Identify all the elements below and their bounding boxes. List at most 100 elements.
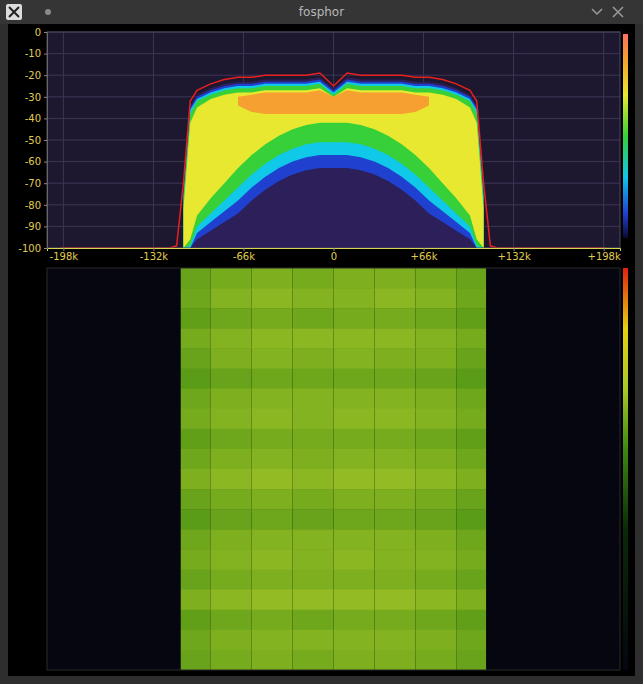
grid-line-x bbox=[63, 32, 64, 248]
waterfall-cell bbox=[486, 570, 620, 591]
waterfall-cell bbox=[293, 650, 334, 670]
waterfall-frame bbox=[47, 268, 620, 670]
app-icon-x bbox=[9, 7, 19, 17]
waterfall-cell bbox=[211, 328, 252, 349]
x-tick: +198k bbox=[587, 248, 620, 262]
waterfall-cell bbox=[415, 348, 456, 369]
waterfall-cell bbox=[456, 610, 486, 631]
x-tick: +132k bbox=[497, 248, 530, 262]
x-tick: -66k bbox=[233, 248, 255, 262]
waterfall-cell bbox=[334, 369, 375, 390]
waterfall-cell bbox=[334, 610, 375, 631]
waterfall-cell bbox=[47, 389, 181, 410]
waterfall-cell bbox=[293, 590, 334, 611]
waterfall-cell bbox=[252, 570, 293, 591]
waterfall-cell bbox=[334, 469, 375, 490]
y-tick: -50 bbox=[25, 135, 47, 146]
waterfall-cell bbox=[486, 449, 620, 470]
waterfall-cell bbox=[334, 348, 375, 369]
y-tick-label: -50 bbox=[25, 135, 41, 146]
waterfall-cell bbox=[415, 389, 456, 410]
window-title: fosphor bbox=[299, 5, 344, 19]
waterfall-cell bbox=[415, 409, 456, 430]
waterfall-cell bbox=[374, 630, 415, 651]
y-tick-mark bbox=[44, 226, 47, 227]
x-tick: 0 bbox=[331, 248, 337, 262]
minimize-button[interactable] bbox=[592, 9, 602, 14]
waterfall-cell bbox=[456, 570, 486, 591]
waterfall bbox=[47, 268, 620, 670]
density-colorbar bbox=[623, 34, 628, 238]
y-tick-label: -80 bbox=[25, 200, 41, 211]
waterfall-cell bbox=[415, 369, 456, 390]
waterfall-cell bbox=[293, 570, 334, 591]
waterfall-cell bbox=[211, 570, 252, 591]
x-tick-label: -132k bbox=[140, 251, 169, 262]
waterfall-cell bbox=[456, 389, 486, 410]
waterfall-cell bbox=[415, 268, 456, 289]
max-hold-line bbox=[61, 73, 607, 248]
waterfall-cell bbox=[47, 409, 181, 430]
x-tick-label: +66k bbox=[411, 251, 438, 262]
waterfall-cell bbox=[415, 529, 456, 550]
waterfall-cell bbox=[334, 489, 375, 510]
y-tick-mark bbox=[44, 97, 47, 98]
waterfall-cell bbox=[293, 489, 334, 510]
waterfall-cell bbox=[293, 288, 334, 309]
waterfall-cell bbox=[47, 308, 181, 329]
waterfall-cell bbox=[211, 389, 252, 410]
waterfall-cell bbox=[181, 328, 211, 349]
y-tick-label: -70 bbox=[25, 178, 41, 189]
y-axis: 0-10-20-30-40-50-60-70-80-90-100 bbox=[18, 27, 47, 254]
waterfall-cell bbox=[374, 489, 415, 510]
waterfall-cell bbox=[374, 409, 415, 430]
waterfall-cell bbox=[47, 429, 181, 450]
density-band bbox=[183, 84, 483, 248]
waterfall-cell bbox=[415, 449, 456, 470]
waterfall-cell bbox=[334, 308, 375, 329]
y-tick-mark bbox=[44, 75, 47, 76]
waterfall-cell bbox=[181, 389, 211, 410]
waterfall-cell bbox=[486, 389, 620, 410]
grid-line-x bbox=[603, 32, 604, 248]
waterfall-cell bbox=[486, 429, 620, 450]
waterfall-cell bbox=[334, 288, 375, 309]
pin-button[interactable] bbox=[45, 9, 51, 15]
y-tick-mark bbox=[44, 183, 47, 184]
waterfall-cell bbox=[211, 409, 252, 430]
waterfall-cell bbox=[47, 348, 181, 369]
waterfall-cell bbox=[415, 590, 456, 611]
waterfall-cell bbox=[486, 489, 620, 510]
waterfall-cell bbox=[293, 268, 334, 289]
x-tick-label: +132k bbox=[497, 251, 530, 262]
waterfall-cell bbox=[486, 268, 620, 289]
waterfall-cell bbox=[181, 308, 211, 329]
waterfall-cell bbox=[486, 549, 620, 570]
y-tick-label: -60 bbox=[25, 156, 41, 167]
density-band bbox=[183, 82, 483, 248]
window: fosphor-198k-132k-66k0+66k+132k+198k0-10… bbox=[0, 0, 643, 684]
y-tick-mark bbox=[44, 32, 47, 33]
waterfall-cell bbox=[181, 529, 211, 550]
waterfall-cell bbox=[374, 610, 415, 631]
waterfall-cell bbox=[252, 549, 293, 570]
waterfall-cell bbox=[47, 469, 181, 490]
waterfall-cell bbox=[211, 369, 252, 390]
waterfall-cell bbox=[374, 429, 415, 450]
waterfall-cell bbox=[415, 610, 456, 631]
waterfall-cell bbox=[47, 549, 181, 570]
waterfall-cell bbox=[456, 328, 486, 349]
waterfall-cell bbox=[374, 529, 415, 550]
waterfall-cell bbox=[181, 570, 211, 591]
y-tick-label: 0 bbox=[35, 27, 41, 38]
waterfall-cell bbox=[211, 429, 252, 450]
waterfall-cell bbox=[252, 348, 293, 369]
waterfall-cell bbox=[334, 268, 375, 289]
waterfall-cell bbox=[252, 469, 293, 490]
y-tick-label: -10 bbox=[25, 48, 41, 59]
waterfall-cell bbox=[47, 509, 181, 530]
waterfall-cell bbox=[293, 369, 334, 390]
close-button[interactable] bbox=[613, 7, 623, 17]
waterfall-cell bbox=[181, 610, 211, 631]
waterfall-cell bbox=[486, 308, 620, 329]
